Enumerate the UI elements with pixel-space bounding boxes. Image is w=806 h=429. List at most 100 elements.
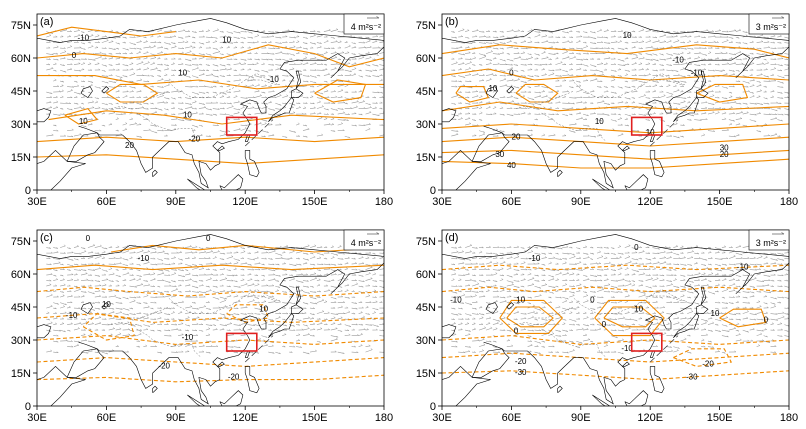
contour-line <box>64 107 99 125</box>
contour-label: -20 <box>189 135 201 144</box>
contour-label: -10 <box>78 33 90 42</box>
contour-line <box>37 286 384 297</box>
y-tick-label: 30N <box>11 119 31 131</box>
y-tick-label: 45N <box>11 302 31 314</box>
contour-line <box>82 313 135 341</box>
contour-label: -10 <box>737 263 749 272</box>
contour-label: -10 <box>138 254 150 263</box>
contour-line <box>442 68 789 81</box>
y-tick-label: 0 <box>25 185 31 197</box>
contour-label: -30 <box>686 373 698 382</box>
map-panel-c: 0 0 -10 10 -10 10 -10 -20 -20 (c) 4 m²s⁻² 30E 60E 90E… <box>11 229 393 424</box>
y-tick-label: 15N <box>11 368 31 380</box>
contour-label: 10 <box>79 117 88 126</box>
reference-vector-label: 4 m²s⁻² <box>351 22 381 32</box>
contour-line <box>442 149 789 160</box>
contour-label: 0 <box>509 69 514 78</box>
x-axis: 30E 60E 90E 120E 150E 180 <box>432 406 798 424</box>
contour-line <box>603 306 656 328</box>
contour-label: 0 <box>634 243 639 252</box>
coastline <box>37 234 384 406</box>
x-tick-label: 180 <box>375 196 393 208</box>
contour-label: 30 <box>720 143 729 152</box>
contour-line <box>442 123 789 134</box>
x-tick-label: 120E <box>637 196 663 208</box>
x-tick-label: 120E <box>637 412 663 424</box>
contour-label: -10 <box>66 311 78 320</box>
contour-label: -20 <box>702 359 714 368</box>
contour-label: 0 <box>206 234 211 243</box>
contour-label: 20 <box>720 150 729 159</box>
contour-label: -10 <box>621 344 633 353</box>
contour-label: -10 <box>529 254 541 263</box>
x-tick-label: 180 <box>780 196 798 208</box>
contour-label: 0 <box>86 234 91 243</box>
reference-vector-box: 4 m²s⁻² <box>343 229 385 251</box>
contour-line <box>314 79 367 103</box>
highlight-box <box>225 332 258 352</box>
contour-label: 10 <box>516 296 525 305</box>
x-tick-label: 60E <box>502 196 522 208</box>
contour-label: 10 <box>488 84 497 93</box>
x-axis: 30E 60E 90E 120E 150E 180 <box>27 406 393 424</box>
reference-vector-label: 4 m²s⁻² <box>351 238 381 248</box>
contour-label: 10 <box>595 117 604 126</box>
contour-line <box>442 158 789 169</box>
dashed-line <box>649 119 679 147</box>
reference-vector-label: 3 m²s⁻² <box>756 22 786 32</box>
contour-line <box>37 154 384 165</box>
x-tick-label: 120E <box>232 196 258 208</box>
contour-line <box>442 286 789 293</box>
contour-line <box>455 86 490 103</box>
contour-label: 10 <box>178 69 187 78</box>
x-tick-label: 90E <box>571 196 591 208</box>
highlight-box <box>225 116 258 136</box>
contour-label: 10 <box>646 128 655 137</box>
y-tick-label: 15N <box>11 152 31 164</box>
dashed-line <box>244 119 274 147</box>
contour-line <box>673 348 733 367</box>
y-tick-label: 60N <box>416 269 436 281</box>
contour-lines <box>442 44 789 169</box>
x-tick-label: 90E <box>571 412 591 424</box>
contour-line <box>499 299 564 334</box>
y-tick-label: 60N <box>416 53 436 65</box>
y-tick-label: 15N <box>416 152 436 164</box>
y-tick-label: 45N <box>416 302 436 314</box>
contour-label: -10 <box>182 333 194 342</box>
panel-label-bg <box>38 231 56 243</box>
contour-label: 10 <box>634 304 643 313</box>
y-tick-label: 30N <box>416 119 436 131</box>
y-tick-label: 75N <box>11 20 31 32</box>
contour-line <box>442 44 789 59</box>
contour-line <box>696 83 749 103</box>
panel-label-bg <box>443 231 461 243</box>
panel-label-bg <box>38 15 56 27</box>
contour-label: 20 <box>125 141 134 150</box>
x-tick-label: 90E <box>166 196 186 208</box>
x-tick-label: 60E <box>97 412 117 424</box>
contour-line <box>37 264 384 271</box>
y-axis: 75N 60N 45N 30N 15N 0 <box>11 20 37 197</box>
contour-line <box>515 83 559 103</box>
contour-label: -10 <box>691 69 703 78</box>
contour-line <box>442 264 789 271</box>
contour-lines <box>37 26 384 165</box>
contour-label: 0 <box>602 320 607 329</box>
coastline <box>442 234 789 406</box>
contour-label: 10 <box>183 110 192 119</box>
contour-label: 10 <box>102 300 111 309</box>
contour-label: 40 <box>507 161 516 170</box>
coastline <box>442 18 789 190</box>
contour-label: -20 <box>515 357 527 366</box>
x-tick-label: 30E <box>432 412 452 424</box>
y-axis: 75N 60N 45N 30N 15N 0 <box>11 236 37 413</box>
contour-line <box>506 306 554 328</box>
x-tick-label: 120E <box>232 412 258 424</box>
